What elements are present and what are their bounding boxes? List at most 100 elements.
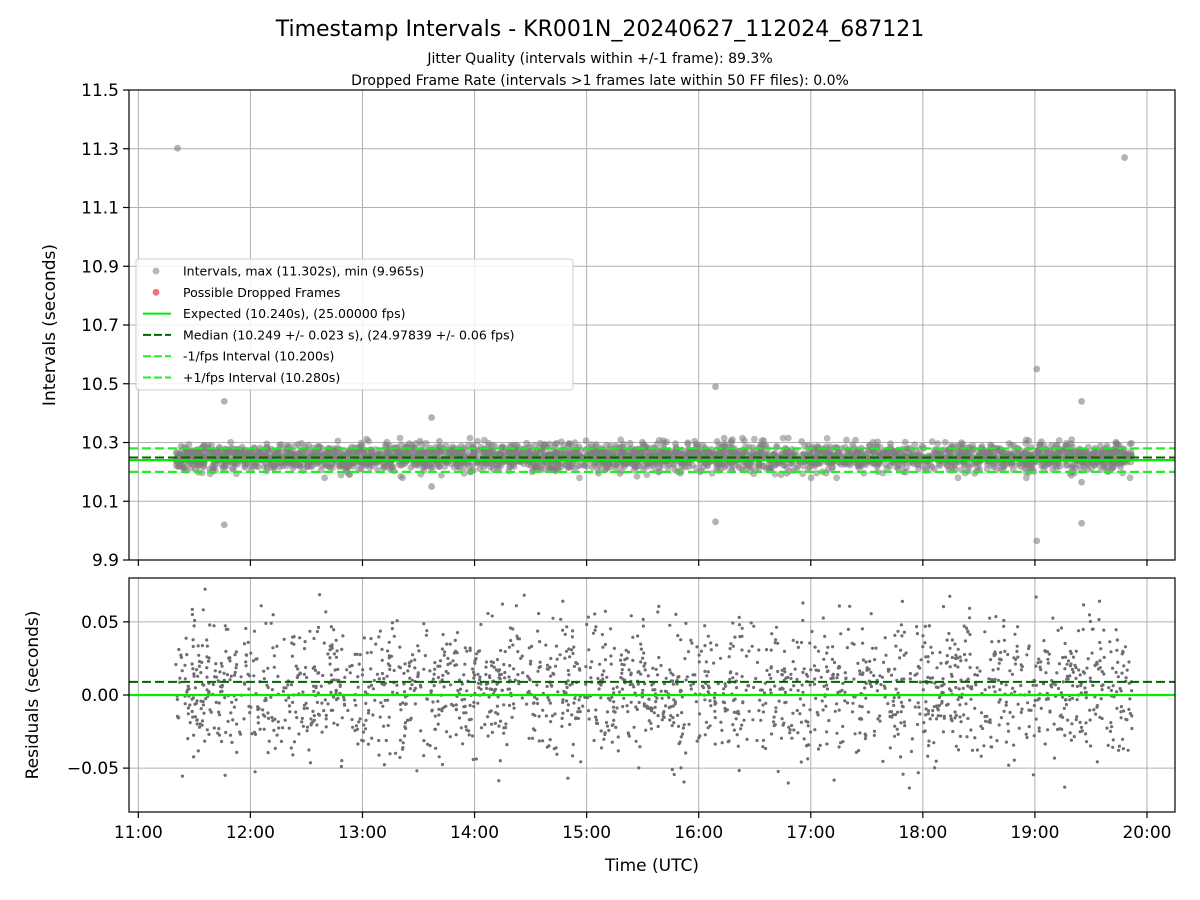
residual-point bbox=[538, 660, 542, 664]
residual-point bbox=[1074, 676, 1078, 681]
residual-point bbox=[332, 678, 336, 682]
residual-point bbox=[242, 642, 246, 646]
residual-point bbox=[602, 669, 606, 673]
residual-point bbox=[309, 717, 313, 721]
residual-point bbox=[631, 658, 635, 663]
residual-point bbox=[311, 709, 315, 714]
residual-point bbox=[286, 683, 290, 687]
residual-point bbox=[864, 696, 868, 700]
residual-point bbox=[188, 721, 192, 725]
residual-point bbox=[294, 664, 298, 668]
residual-point bbox=[926, 655, 930, 659]
residual-point bbox=[622, 696, 626, 700]
residual-point bbox=[270, 715, 274, 720]
residual-point bbox=[673, 702, 677, 706]
residual-point bbox=[489, 709, 493, 713]
interval-point bbox=[347, 447, 354, 455]
residual-point bbox=[413, 702, 417, 706]
residual-point bbox=[868, 659, 872, 664]
residual-point bbox=[792, 684, 796, 688]
residual-point bbox=[488, 675, 492, 680]
interval-point bbox=[421, 445, 429, 452]
residual-point bbox=[192, 672, 196, 676]
residual-point bbox=[954, 653, 958, 657]
residual-point bbox=[996, 678, 1001, 683]
intervals-ytick-label-4: 10.7 bbox=[81, 316, 119, 336]
residual-point bbox=[1122, 664, 1126, 668]
residual-point bbox=[799, 640, 804, 645]
residual-point bbox=[465, 649, 469, 653]
residual-point bbox=[533, 695, 537, 699]
residual-point bbox=[858, 672, 862, 676]
residual-point bbox=[224, 649, 228, 654]
residual-point bbox=[479, 682, 483, 686]
residual-point bbox=[258, 727, 262, 731]
residual-point bbox=[336, 667, 340, 672]
residual-point bbox=[858, 731, 862, 735]
residual-point bbox=[503, 670, 507, 675]
residual-point bbox=[253, 732, 258, 737]
residual-point bbox=[675, 682, 679, 686]
residual-point bbox=[964, 626, 969, 630]
residual-point bbox=[308, 761, 313, 765]
residual-point bbox=[610, 695, 614, 700]
residual-point bbox=[1078, 673, 1082, 677]
residual-point bbox=[612, 646, 617, 651]
interval-outlier-1 bbox=[220, 397, 228, 405]
residual-point bbox=[735, 733, 739, 737]
residual-point bbox=[1075, 715, 1079, 719]
residual-point bbox=[190, 662, 194, 666]
residual-point bbox=[289, 683, 294, 687]
residual-point bbox=[300, 720, 304, 724]
residual-point bbox=[1068, 674, 1072, 678]
residual-point bbox=[668, 718, 672, 722]
residual-point bbox=[205, 666, 209, 670]
residual-point bbox=[639, 642, 643, 646]
residual-point bbox=[460, 698, 464, 702]
residual-point bbox=[938, 650, 942, 655]
residual-point bbox=[1032, 734, 1036, 738]
residual-point bbox=[660, 718, 664, 722]
interval-point bbox=[1128, 439, 1135, 447]
residual-point bbox=[657, 604, 661, 609]
residual-point bbox=[812, 682, 817, 686]
residual-point bbox=[353, 698, 357, 702]
residual-point bbox=[945, 654, 949, 658]
residual-point bbox=[700, 684, 705, 688]
legend-label-2: Expected (10.240s), (25.00000 fps) bbox=[183, 306, 405, 321]
residual-point bbox=[953, 663, 957, 668]
residual-point bbox=[893, 667, 897, 671]
interval-point bbox=[421, 462, 429, 470]
residual-point bbox=[185, 653, 189, 657]
interval-point bbox=[771, 461, 779, 469]
residual-point bbox=[975, 673, 980, 677]
residual-point bbox=[503, 676, 507, 680]
residual-point bbox=[282, 686, 286, 690]
residual-point bbox=[918, 666, 922, 670]
residual-point bbox=[636, 682, 640, 686]
residual-point bbox=[445, 642, 449, 646]
residual-point bbox=[932, 741, 936, 745]
interval-point bbox=[438, 472, 445, 479]
residual-point bbox=[342, 698, 346, 702]
residual-point bbox=[188, 703, 192, 707]
residual-point bbox=[674, 612, 678, 617]
residual-point bbox=[947, 687, 952, 691]
intervals-ytick-label-3: 10.5 bbox=[81, 375, 119, 395]
residual-point bbox=[737, 615, 741, 620]
residual-point bbox=[655, 696, 659, 700]
residual-point bbox=[1046, 728, 1050, 732]
residual-point bbox=[1020, 707, 1024, 711]
residual-point bbox=[893, 633, 897, 638]
residual-point bbox=[411, 653, 415, 657]
residual-point bbox=[621, 704, 625, 709]
residual-point bbox=[584, 665, 588, 669]
residual-point bbox=[585, 622, 589, 627]
residual-point bbox=[769, 666, 773, 670]
residual-point bbox=[527, 689, 531, 693]
residual-point bbox=[653, 688, 657, 692]
residual-point bbox=[271, 646, 275, 650]
residual-point bbox=[484, 672, 488, 677]
residual-point bbox=[786, 675, 790, 680]
residual-point bbox=[736, 709, 740, 714]
